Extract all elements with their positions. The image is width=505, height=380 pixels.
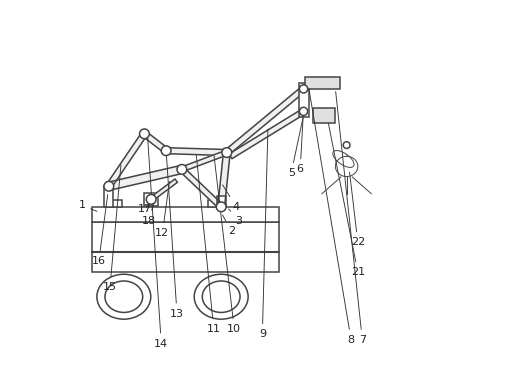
Polygon shape — [217, 152, 230, 207]
Polygon shape — [229, 109, 305, 159]
Ellipse shape — [202, 281, 239, 312]
Text: 15: 15 — [103, 165, 121, 292]
Circle shape — [177, 165, 186, 174]
Text: 17: 17 — [137, 204, 151, 214]
Text: 5: 5 — [287, 118, 302, 178]
Text: 11: 11 — [196, 155, 220, 334]
Text: 9: 9 — [258, 129, 267, 339]
Polygon shape — [108, 165, 182, 190]
Polygon shape — [224, 87, 305, 155]
Circle shape — [342, 142, 349, 149]
Ellipse shape — [194, 274, 247, 319]
Bar — [144, 193, 158, 206]
Polygon shape — [106, 132, 146, 188]
Text: 21: 21 — [328, 124, 364, 277]
Polygon shape — [166, 148, 226, 155]
Polygon shape — [149, 179, 177, 201]
Circle shape — [299, 85, 307, 93]
Text: 13: 13 — [166, 154, 184, 318]
Text: 18: 18 — [141, 196, 156, 226]
Text: 6: 6 — [296, 112, 303, 174]
Bar — [312, 108, 334, 123]
Bar — [92, 207, 279, 222]
Text: 1: 1 — [78, 200, 97, 211]
Text: 2: 2 — [222, 215, 234, 236]
Bar — [216, 196, 225, 207]
Bar — [208, 200, 219, 207]
Circle shape — [161, 146, 171, 155]
Circle shape — [104, 181, 114, 191]
Text: 4: 4 — [222, 185, 239, 212]
Ellipse shape — [105, 281, 142, 312]
Bar — [104, 186, 113, 207]
Text: 10: 10 — [214, 155, 241, 334]
Bar — [111, 200, 122, 207]
Text: 14: 14 — [147, 136, 168, 348]
Text: 3: 3 — [228, 209, 242, 226]
Text: 22: 22 — [349, 172, 364, 247]
Circle shape — [299, 107, 307, 116]
Bar — [92, 222, 279, 272]
Ellipse shape — [96, 274, 150, 319]
Circle shape — [222, 148, 231, 157]
Polygon shape — [180, 167, 223, 209]
Text: 7: 7 — [335, 92, 365, 345]
Circle shape — [146, 195, 156, 204]
Bar — [298, 83, 309, 117]
Bar — [304, 77, 339, 89]
Circle shape — [139, 129, 149, 139]
Text: 16: 16 — [91, 195, 108, 266]
Circle shape — [216, 202, 226, 212]
Text: 12: 12 — [155, 182, 169, 238]
Text: 8: 8 — [308, 89, 354, 345]
Polygon shape — [142, 131, 168, 153]
Polygon shape — [181, 150, 227, 172]
